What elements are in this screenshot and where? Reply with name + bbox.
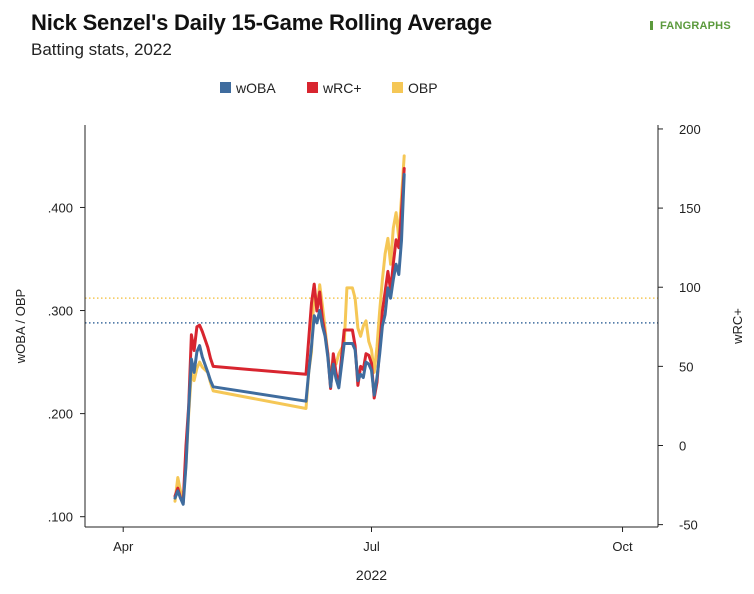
axes: .100 .200 .300 .400 -50 0 50 100 150 200 Apr Jul Oct… bbox=[13, 122, 745, 583]
y-left-tick-label: .100 bbox=[48, 510, 73, 525]
fangraphs-logo: FANGRAPHS bbox=[650, 20, 731, 32]
y-left-tick-label: .400 bbox=[48, 200, 73, 215]
series-line-wrc-plus bbox=[173, 167, 406, 504]
chart-title: Nick Senzel's Daily 15-Game Rolling Aver… bbox=[31, 10, 492, 35]
series-line-woba bbox=[173, 173, 406, 506]
y-left-tick-label: .300 bbox=[48, 304, 73, 319]
fangraphs-logo-text: FANGRAPHS bbox=[660, 20, 731, 32]
reference-lines bbox=[85, 297, 658, 324]
y-right-axis-title: wRC+ bbox=[730, 308, 745, 345]
y-right-tick-label: 150 bbox=[679, 201, 701, 216]
y-right-tick-label: 100 bbox=[679, 280, 701, 295]
y-right-tick-label: -50 bbox=[679, 518, 698, 533]
legend-swatch-woba bbox=[220, 82, 231, 93]
chart-subtitle: Batting stats, 2022 bbox=[31, 40, 172, 59]
y-right-tick-label: 200 bbox=[679, 122, 701, 137]
y-left-axis-title: wOBA / OBP bbox=[13, 289, 28, 364]
x-tick-label: Apr bbox=[113, 539, 134, 554]
legend-label-obp: OBP bbox=[408, 80, 438, 96]
series-lines bbox=[173, 154, 406, 506]
legend-label-wrc-plus: wRC+ bbox=[322, 80, 362, 96]
series-line-obp bbox=[173, 154, 406, 503]
y-right-tick-label: 0 bbox=[679, 438, 686, 453]
legend: wOBA wRC+ OBP bbox=[220, 80, 438, 96]
y-left-tick-label: .200 bbox=[48, 407, 73, 422]
y-right-tick-label: 50 bbox=[679, 359, 693, 374]
x-tick-label: Oct bbox=[612, 539, 633, 554]
legend-swatch-obp bbox=[392, 82, 403, 93]
x-tick-label: Jul bbox=[363, 539, 380, 554]
legend-swatch-wrc-plus bbox=[307, 82, 318, 93]
fangraphs-mark-icon bbox=[650, 21, 659, 30]
legend-label-woba: wOBA bbox=[235, 80, 276, 96]
x-axis-title: 2022 bbox=[356, 567, 387, 583]
